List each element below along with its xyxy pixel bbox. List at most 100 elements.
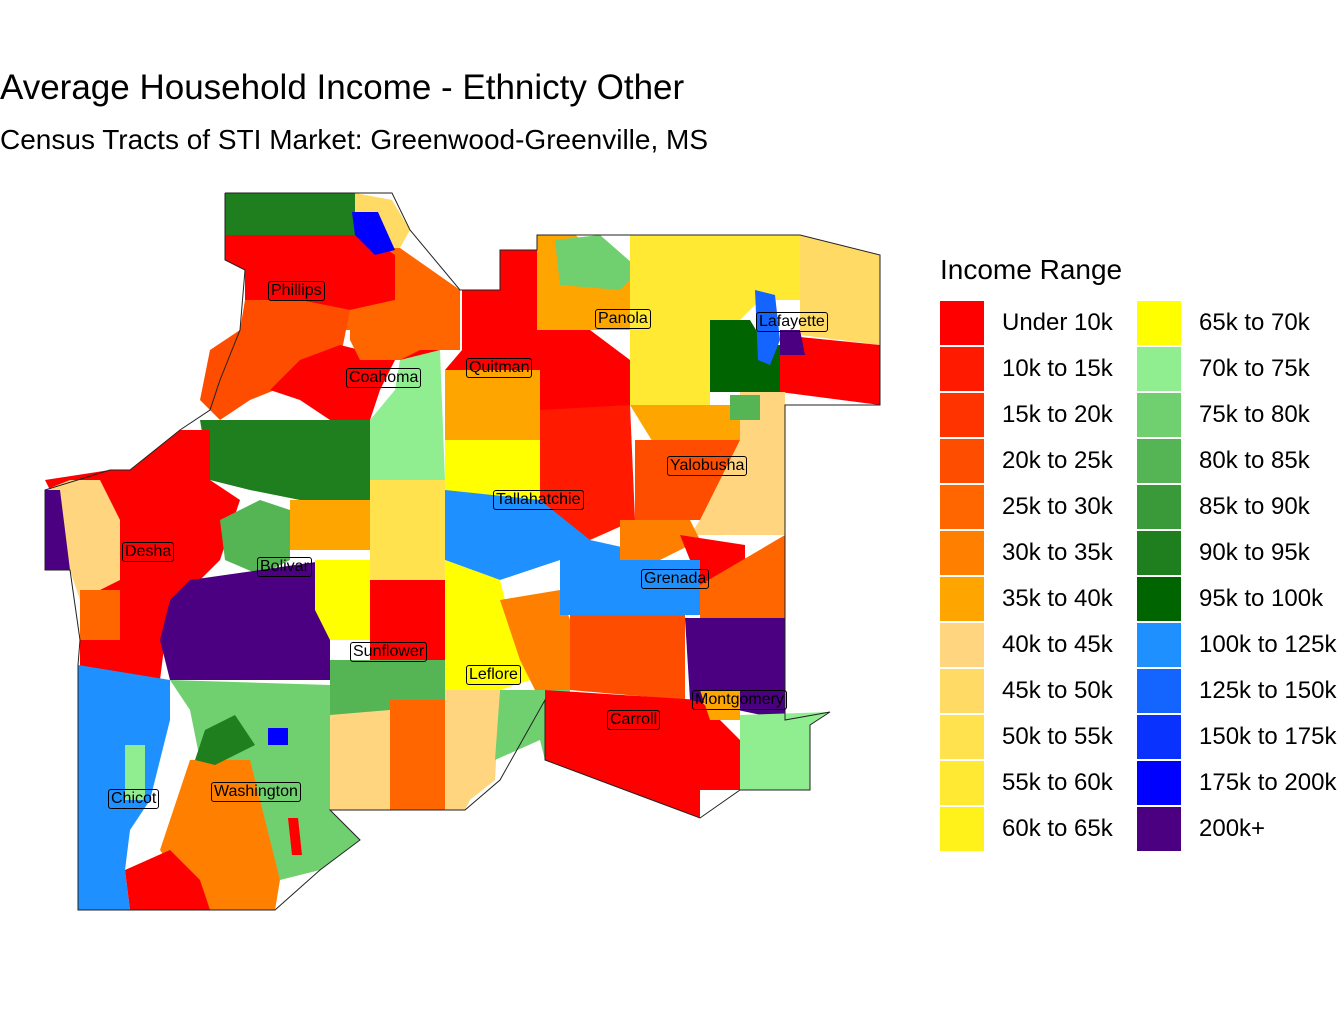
county-label-chicot: Chicot: [108, 789, 160, 809]
map-subtitle: Census Tracts of STI Market: Greenwood-G…: [0, 124, 709, 155]
legend-label: 200k+: [1199, 815, 1266, 842]
legend-swatch: [1137, 531, 1181, 575]
legend-label: 45k to 50k: [1002, 677, 1113, 704]
tract-chicot-lightgreen: [125, 745, 145, 800]
county-label-quitman: Quitman: [466, 358, 533, 378]
legend-label: 20k to 25k: [1002, 447, 1113, 474]
map-canvas: [44, 192, 881, 911]
tract-bolivar-yellow: [370, 480, 445, 590]
tract-coahoma-east: [350, 300, 460, 360]
tract-coahoma-lightgreen: [370, 350, 445, 480]
tract-phillips-blue: [352, 212, 395, 255]
tract-desha-orange: [80, 590, 120, 640]
legend-label: 35k to 40k: [1002, 585, 1113, 612]
legend-label: 150k to 175k: [1199, 723, 1337, 750]
legend-label: 70k to 75k: [1199, 355, 1310, 382]
county-label-yalobusha: Yalobusha: [667, 456, 748, 476]
tract-desha-purple: [45, 490, 70, 570]
legend-label: 40k to 45k: [1002, 631, 1113, 658]
legend-swatch: [1137, 669, 1181, 713]
legend-swatch: [1137, 347, 1181, 391]
legend-label: 10k to 15k: [1002, 355, 1113, 382]
county-label-lafayette: Lafayette: [756, 312, 828, 332]
legend-title: Income Range: [940, 254, 1123, 285]
tract-quitman-orange: [445, 370, 540, 440]
tract-lafayette-tan: [800, 235, 880, 345]
legend-swatch: [940, 761, 984, 805]
legend-swatch: [940, 485, 984, 529]
legend-swatch: [940, 715, 984, 759]
tract-chicot-blue: [78, 665, 170, 910]
county-label-panola: Panola: [595, 309, 651, 329]
legend-swatch: [1137, 807, 1181, 851]
tract-bolivar-north: [200, 420, 370, 500]
legend-label: 15k to 20k: [1002, 401, 1113, 428]
tract-desha-tan: [45, 480, 120, 600]
tract-leflore-tan: [445, 690, 500, 810]
tract-phillips-green: [225, 193, 355, 235]
legend-swatch: [1137, 623, 1181, 667]
legend-label: 95k to 100k: [1199, 585, 1324, 612]
county-label-bolivar: Bolivar: [257, 557, 312, 577]
legend-swatch: [1137, 393, 1181, 437]
legend-swatch: [940, 347, 984, 391]
legend-swatch: [940, 669, 984, 713]
tract-lafayette-yellow: [710, 235, 805, 320]
legend-swatch: [1137, 577, 1181, 621]
tract-carroll-red: [545, 690, 740, 818]
legend-swatch: [940, 577, 984, 621]
county-label-desha: Desha: [122, 542, 175, 562]
legend-label: 25k to 30k: [1002, 493, 1113, 520]
tract-sunflower-orange: [390, 700, 445, 810]
legend-label: 55k to 60k: [1002, 769, 1113, 796]
county-label-grenada: Grenada: [641, 569, 710, 589]
tract-washington-red: [125, 850, 210, 910]
tract-yalobusha-green: [730, 395, 760, 420]
county-label-tallahatchie: Tallahatchie: [493, 490, 584, 510]
legend-label: 65k to 70k: [1199, 309, 1310, 336]
legend-swatch: [1137, 485, 1181, 529]
tract-coahoma-west: [200, 300, 350, 420]
legend-swatch: [1137, 301, 1181, 345]
legend-swatch: [1137, 761, 1181, 805]
legend-label: 60k to 65k: [1002, 815, 1113, 842]
tract-washington-red2: [288, 818, 302, 855]
tract-washington-darkgreen: [195, 715, 255, 765]
tract-bolivar-orange: [290, 500, 370, 550]
legend-swatch: [940, 807, 984, 851]
tract-panola-yellow: [630, 235, 710, 405]
tract-tallahatchie-red: [540, 405, 635, 540]
tract-lafayette-red: [780, 335, 880, 405]
tract-grenada-blue: [560, 560, 700, 615]
tract-lafayette-darkgreen: [710, 320, 780, 392]
tract-montgomery-orange: [700, 690, 740, 720]
tract-grenada-orange2: [700, 535, 785, 618]
legend-label: 90k to 95k: [1199, 539, 1310, 566]
county-label-montgomery: Montgomery: [692, 690, 787, 710]
tract-yalobusha-tan: [690, 392, 785, 535]
county-label-leflore: Leflore: [466, 665, 521, 685]
tract-washington-blue: [268, 728, 288, 745]
legend-swatch: [940, 393, 984, 437]
county-label-washington: Washington: [211, 782, 301, 802]
tract-carroll-orange: [570, 615, 685, 700]
tract-panola-green: [555, 235, 640, 290]
tract-yalobusha-orange: [630, 405, 740, 470]
legend-label: 125k to 150k: [1199, 677, 1337, 704]
tract-leflore-orange: [500, 590, 570, 700]
tract-bolivar-green: [220, 500, 290, 575]
legend-label: 100k to 125k: [1199, 631, 1337, 658]
legend-label: 75k to 80k: [1199, 401, 1310, 428]
county-label-carroll: Carroll: [607, 710, 661, 730]
county-label-sunflower: Sunflower: [350, 642, 428, 662]
tract-bolivar-yellow2: [315, 560, 370, 640]
map-area: Phillips Coahoma Quitman Panola Lafayett…: [44, 192, 881, 911]
county-boundaries: [44, 192, 881, 911]
legend-label: 30k to 35k: [1002, 539, 1113, 566]
tract-leflore-yellow: [445, 560, 530, 690]
legend-swatch: [1137, 715, 1181, 759]
tract-coahoma-center: [270, 345, 440, 420]
legend-swatch: [1137, 439, 1181, 483]
legend-label: Under 10k: [1002, 309, 1113, 336]
legend-swatch: [940, 531, 984, 575]
